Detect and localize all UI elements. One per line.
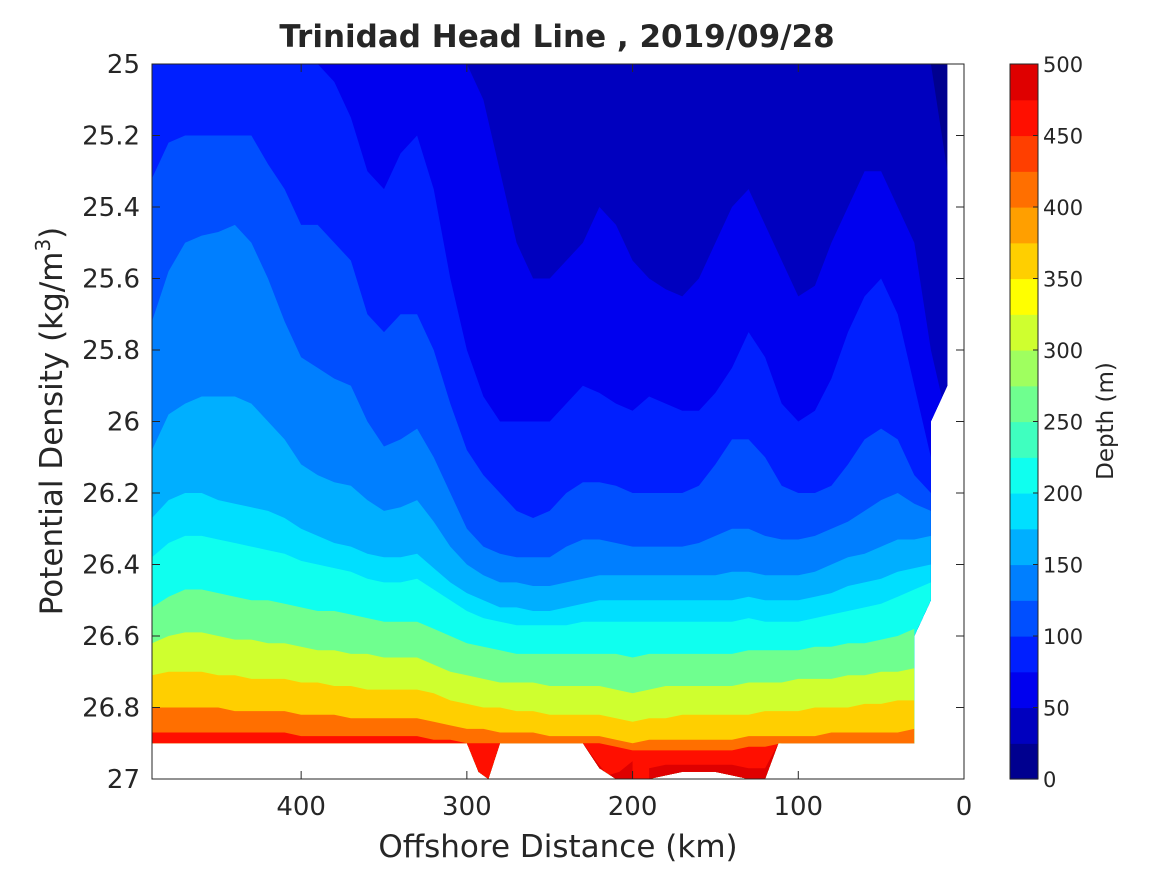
chart-title: Trinidad Head Line , 2019/09/28 [279,19,834,55]
x-axis-label: Offshore Distance (km) [378,829,737,865]
colorbar: 0 50 100 150 200 250 300 350 400 450 500 Depth (m) [1009,53,1119,792]
colorbar-tick-label: 50 [1043,697,1070,721]
x-tick-label: 100 [773,792,823,822]
plot-area [151,63,965,780]
colorbar-segment [1010,671,1038,709]
colorbar-segment [1010,207,1038,244]
y-axis-label-text: Potential Density (kg/m [34,252,70,616]
colorbar-segment [1010,99,1038,137]
colorbar-tick-label: 500 [1043,53,1083,77]
colorbar-segment [1010,385,1038,423]
colorbar-segment [1010,242,1038,280]
y-tick-label: 26 [107,408,140,438]
y-tick-label: 25 [107,50,140,80]
colorbar-segment [1010,707,1038,744]
contour-band-group [152,64,948,779]
x-tick-label: 200 [608,792,658,822]
x-tick-label: 400 [276,792,326,822]
y-tick-label: 26.8 [82,694,140,724]
colorbar-segment [1010,743,1038,780]
y-tick-label: 26.2 [82,479,140,509]
y-tick-label: 25.6 [82,265,140,295]
y-axis-label-superscript: 3 [31,239,55,252]
colorbar-segment [1010,636,1038,673]
y-tick-label: 27 [107,765,140,795]
colorbar-segment [1010,493,1038,530]
colorbar-segment [1010,528,1038,566]
contour-fills [152,64,948,779]
colorbar-tick-label: 100 [1043,625,1083,649]
y-tick-label: 25.2 [82,122,140,152]
colorbar-segment [1010,278,1038,315]
colorbar-segment [1010,350,1038,387]
colorbar-tick-label: 300 [1043,339,1083,363]
colorbar-tick-label: 200 [1043,482,1083,506]
y-axis-ticks: 25 25.2 25.4 25.6 25.8 26 26.2 26.4 26.6 26.8 27 [82,50,964,795]
y-tick-label: 25.8 [82,336,140,366]
colorbar-segment [1010,171,1038,208]
x-tick-label: 0 [956,792,973,822]
colorbar-segment [1010,135,1038,172]
colorbar-segment [1010,457,1038,494]
y-axis-label: Potential Density (kg/m3) [31,227,70,616]
x-tick-label: 300 [442,792,492,822]
colorbar-label: Depth (m) [1093,362,1119,480]
colorbar-segment [1010,600,1038,637]
y-tick-label: 25.4 [82,193,140,223]
colorbar-segment [1010,64,1038,101]
y-tick-label: 26.6 [82,622,140,652]
colorbar-tick-label: 250 [1043,411,1083,435]
y-tick-label: 26.4 [82,551,140,581]
colorbar-segment [1010,421,1038,458]
colorbar-segments [1010,64,1038,780]
colorbar-ticks: 0 50 100 150 200 250 300 350 400 450 500 [1033,53,1083,792]
x-axis-ticks: 400 300 200 100 0 [276,64,972,822]
colorbar-tick-label: 450 [1043,125,1083,149]
colorbar-tick-label: 0 [1043,768,1056,792]
colorbar-tick-label: 400 [1043,196,1083,220]
colorbar-segment [1010,564,1038,601]
colorbar-tick-label: 350 [1043,268,1083,292]
colorbar-tick-label: 150 [1043,554,1083,578]
colorbar-segment [1010,314,1038,351]
y-axis-label-close: ) [34,227,70,239]
